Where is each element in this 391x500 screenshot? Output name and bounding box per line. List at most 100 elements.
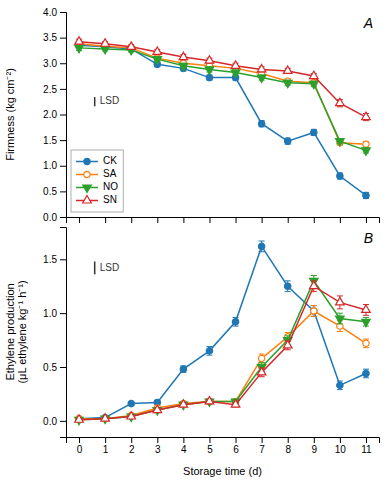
- data-point: [153, 57, 162, 64]
- data-point: [257, 64, 266, 71]
- data-point: [231, 70, 240, 77]
- data-point: [363, 192, 369, 198]
- x-tick-mark: [288, 217, 289, 223]
- data-point: [283, 80, 292, 87]
- data-point: [205, 396, 214, 403]
- x-tick: [79, 217, 80, 223]
- error-bar: [259, 354, 265, 363]
- data-point: [309, 71, 318, 78]
- x-tick-label: 7: [259, 444, 265, 455]
- error-bar: [206, 347, 212, 356]
- data-point: [258, 243, 264, 249]
- series-line: [79, 286, 366, 420]
- panel: 0.00.51.01.52.02.53.03.54.0LSDAFirmness …: [4, 7, 380, 223]
- data-point: [101, 46, 110, 53]
- error-bar: [311, 306, 317, 317]
- y-axis: 0.00.51.01.52.02.53.03.54.0: [43, 7, 66, 223]
- panel-label: B: [364, 230, 373, 246]
- data-point: [309, 281, 318, 288]
- y-axis-title-line: (μL ethylene kg⁻¹ h⁻¹): [16, 280, 28, 383]
- y-tick: 2.5: [43, 84, 66, 95]
- x-tick: [366, 217, 367, 223]
- error-bar: [259, 121, 265, 127]
- x-tick: [262, 217, 263, 223]
- x-tick: 0: [77, 437, 83, 455]
- y-tick-label: 4.0: [43, 7, 57, 18]
- x-tick: [157, 217, 158, 223]
- x-tick-mark: [209, 437, 210, 443]
- y-tick-mark: [60, 259, 66, 260]
- y-tick-label: 3.0: [43, 58, 57, 69]
- data-point: [337, 382, 343, 388]
- series: [75, 45, 371, 155]
- x-tick-label: 8: [285, 444, 291, 455]
- x-axis: 01234567891011: [67, 437, 380, 455]
- x-tick-mark: [183, 437, 184, 443]
- x-tick-label: 9: [312, 444, 318, 455]
- x-axis-title: Storage time (d): [183, 465, 262, 477]
- data-point: [362, 305, 371, 312]
- x-tick-mark: [131, 437, 132, 443]
- y-axis-title-line: Firmness (kg cm⁻²): [4, 68, 16, 161]
- y-tick-mark: [60, 38, 66, 39]
- y-tick-label: 2.0: [43, 109, 57, 120]
- x-tick-mark: [183, 217, 184, 223]
- data-point: [128, 400, 134, 406]
- x-axis-line: [67, 218, 380, 224]
- series-line: [79, 246, 366, 418]
- data-point: [311, 129, 317, 135]
- data-point: [309, 81, 318, 88]
- data-point: [179, 63, 188, 70]
- x-tick-label: 10: [335, 444, 347, 455]
- x-tick-mark: [314, 217, 315, 223]
- x-tick: 6: [233, 437, 239, 455]
- x-tick-mark: [131, 217, 132, 223]
- x-tick-mark: [366, 437, 367, 443]
- data-point: [363, 340, 369, 346]
- error-bar: [259, 241, 265, 252]
- error-bar: [363, 192, 369, 198]
- error-bar: [337, 173, 343, 179]
- data-point: [127, 42, 136, 49]
- x-tick-mark: [262, 217, 263, 223]
- y-tick: 4.0: [43, 7, 66, 18]
- y-tick-mark: [60, 166, 66, 167]
- y-tick-mark: [60, 89, 66, 90]
- chart-svg: 0.00.51.01.52.02.53.03.54.0LSDAFirmness …: [0, 0, 391, 500]
- y-tick-label: 1.5: [43, 135, 57, 146]
- x-tick-mark: [236, 437, 237, 443]
- x-tick: [236, 217, 237, 223]
- y-tick: 0.0: [43, 212, 66, 223]
- y-tick-mark: [60, 217, 66, 218]
- y-tick-mark: [60, 63, 66, 64]
- data-point: [75, 45, 84, 52]
- x-tick: 9: [312, 437, 318, 455]
- x-tick-mark: [314, 437, 315, 443]
- legend-label: SN: [103, 194, 117, 205]
- x-axis: [67, 217, 380, 223]
- y-tick-mark: [60, 191, 66, 192]
- legend-item: SN: [76, 194, 117, 205]
- series-line: [79, 44, 366, 144]
- y-axis-title: Firmness (kg cm⁻²): [4, 68, 16, 161]
- error-bar: [285, 138, 291, 144]
- data-point: [337, 173, 343, 179]
- legend: CKSANOSN: [71, 150, 123, 212]
- x-tick-mark: [105, 217, 106, 223]
- legend-label: CK: [103, 155, 117, 166]
- data-point: [180, 366, 186, 372]
- x-tick-label: 11: [361, 444, 372, 455]
- x-tick-label: 6: [233, 444, 239, 455]
- data-point: [75, 415, 84, 422]
- data-point: [285, 138, 291, 144]
- x-tick: [209, 217, 210, 223]
- error-bar: [363, 142, 369, 147]
- y-tick-mark: [60, 12, 66, 13]
- marks: [75, 241, 371, 425]
- data-point: [285, 283, 291, 289]
- legend-swatch-marker: [84, 158, 90, 164]
- error-bar: [311, 306, 317, 317]
- x-tick: 4: [181, 437, 187, 455]
- data-point: [336, 98, 345, 105]
- series: [75, 275, 371, 424]
